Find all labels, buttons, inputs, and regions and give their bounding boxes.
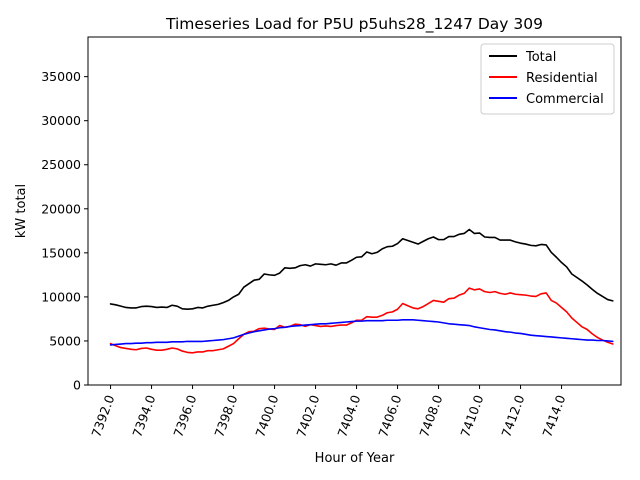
- legend-label-total: Total: [525, 50, 556, 65]
- x-axis-label: Hour of Year: [315, 451, 395, 466]
- y-tick-label: 0: [73, 378, 81, 393]
- legend-label-commercial: Commercial: [526, 92, 604, 107]
- y-tick-label: 5000: [49, 333, 81, 348]
- y-tick-label: 35000: [41, 69, 81, 84]
- y-tick-label: 10000: [41, 289, 81, 304]
- legend: Total Residential Commercial: [480, 43, 615, 115]
- chart-title: Timeseries Load for P5U p5uhs28_1247 Day…: [165, 15, 543, 34]
- plot-frame: [87, 36, 622, 386]
- y-axis-ticks: 0 5000 10000 15000 20000 25000 30000 35000: [41, 69, 88, 393]
- series-line-total: [109, 228, 614, 311]
- series-line-commercial: [109, 319, 614, 346]
- y-tick-label: 20000: [41, 201, 81, 216]
- y-tick-label: 30000: [41, 113, 81, 128]
- series-line-residential: [109, 287, 614, 354]
- y-axis-label: kW total: [14, 184, 29, 238]
- series-layer: [109, 228, 614, 354]
- y-tick-label: 15000: [41, 245, 81, 260]
- y-tick-label: 25000: [41, 157, 81, 172]
- legend-box: [480, 43, 615, 115]
- legend-label-residential: Residential: [526, 71, 598, 86]
